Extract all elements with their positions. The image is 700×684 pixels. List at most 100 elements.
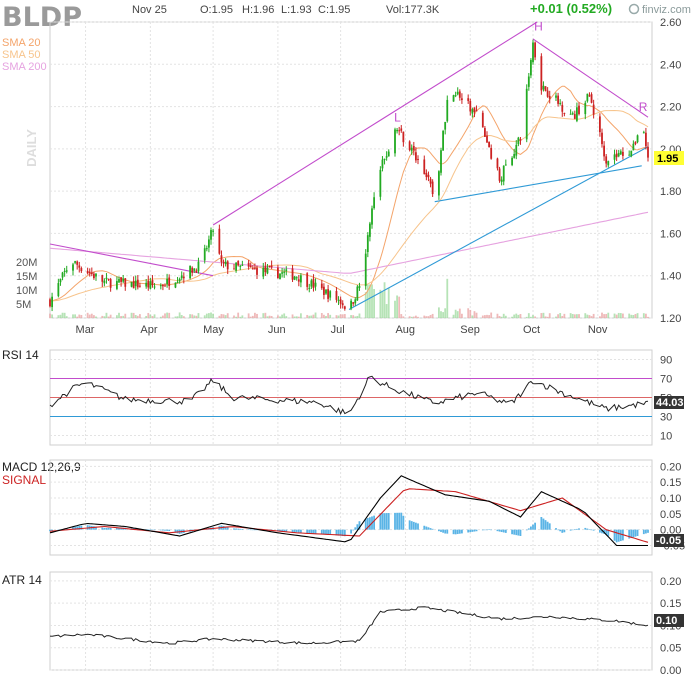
volume-bar (208, 313, 210, 318)
macd-histogram-bar (341, 529, 344, 537)
candle-body (339, 299, 342, 304)
volume-bar (504, 315, 507, 318)
volume-bar (486, 314, 488, 318)
candle-body (642, 132, 645, 134)
volume-bar (576, 314, 578, 318)
volume-bar (446, 278, 449, 318)
candle-body (563, 112, 566, 114)
candle-body (320, 283, 323, 289)
volume-bar (136, 315, 139, 318)
macd-histogram-bar (519, 529, 522, 536)
candle-body (191, 267, 194, 273)
volume-bar (527, 313, 530, 318)
macd-histogram-bar (174, 529, 177, 533)
volume-bar (65, 316, 68, 318)
candle-body (452, 95, 455, 102)
volume-bar (559, 313, 562, 318)
macd-histogram-bar (647, 529, 649, 533)
volume-bar (189, 314, 191, 318)
candle-body (601, 132, 603, 145)
volume-bar (515, 313, 518, 318)
macd-histogram-bar (308, 529, 311, 534)
candle-body (519, 139, 522, 141)
volume-bar (619, 313, 622, 318)
macd-tick-label: 0.15 (660, 477, 681, 489)
macd-histogram-bar (101, 527, 104, 530)
finviz-logo[interactable]: finviz.com (628, 3, 691, 16)
candlesticks (49, 39, 649, 312)
candle-body (226, 261, 229, 270)
candle-body (205, 248, 208, 250)
finviz-watermark: finviz.com (642, 4, 691, 16)
candle-body (534, 42, 536, 58)
candle-body (149, 281, 152, 289)
volume-bar (78, 314, 81, 318)
volume-bar (74, 314, 76, 318)
candle-body (86, 270, 89, 274)
candle-body (586, 93, 589, 102)
macd-histogram-bar (78, 525, 81, 530)
macd-histogram-bar (488, 529, 490, 530)
macd-histogram-bar (237, 528, 240, 530)
candle-body (310, 280, 313, 287)
candle-body (279, 273, 281, 280)
candle-body (63, 270, 66, 272)
header-change: +0.01 (0.52%) (530, 1, 612, 16)
volume-bar (220, 314, 223, 318)
candle-body (235, 262, 237, 271)
macd-histogram-bar (339, 529, 342, 536)
rsi-value-badge-bg (654, 396, 684, 409)
candle-body (341, 303, 344, 306)
macd-histogram-bar (281, 529, 283, 532)
macd-histogram-bar (366, 518, 369, 530)
candle-body (500, 179, 503, 182)
candle-body (105, 277, 108, 280)
volume-bar (210, 312, 212, 318)
volume-bar (103, 316, 106, 318)
candle-body (592, 104, 595, 115)
volume-bar (615, 314, 618, 318)
candle-body (645, 132, 647, 147)
candle-body (256, 267, 258, 275)
volume-bar (325, 316, 327, 318)
volume-bar (588, 315, 591, 318)
macd-histogram-bar (473, 529, 476, 532)
price-tick-label: 2.20 (660, 102, 681, 114)
macd-tick-label: 0.10 (660, 493, 681, 505)
macd-value: -0.05 (656, 535, 681, 547)
macd-histogram-bar (49, 529, 51, 532)
macd-histogram-bar (630, 529, 633, 538)
candle-body (561, 104, 564, 112)
macd-histogram-bar (425, 526, 428, 530)
macd-histogram-bar (293, 529, 296, 533)
volume-bar (511, 316, 513, 318)
volume-bar (72, 314, 74, 318)
volume-bar (168, 312, 171, 318)
macd-histogram-bar (548, 523, 551, 530)
volume-bar (484, 315, 486, 318)
volume-bar (469, 309, 472, 318)
rsi-tick-label: 90 (660, 355, 672, 367)
macd-histogram-bar (530, 526, 532, 530)
candle-body (166, 278, 168, 285)
volume-bar (617, 312, 620, 318)
legend-sma50: SMA 50 (2, 49, 41, 61)
volume-bar (555, 316, 557, 318)
macd-histogram-bar (632, 529, 635, 538)
volume-bar (500, 316, 503, 318)
volume-bar (153, 314, 156, 318)
price-tick-label: 2.60 (660, 17, 681, 29)
volume-bar (107, 316, 110, 318)
macd-histogram-bar (291, 529, 294, 533)
macd-tick-label: 0.05 (660, 509, 681, 521)
macd-histogram-bar (452, 529, 455, 535)
macd-histogram-bar (153, 529, 156, 531)
candle-body (632, 143, 635, 151)
candle-body (559, 102, 562, 104)
volume-axis: 20M 15M 10M 5M (16, 257, 37, 311)
macd-histogram-bar (76, 526, 79, 530)
pattern-label-h: H (534, 19, 543, 33)
volume-bar (634, 314, 637, 318)
candle-body (467, 98, 470, 101)
